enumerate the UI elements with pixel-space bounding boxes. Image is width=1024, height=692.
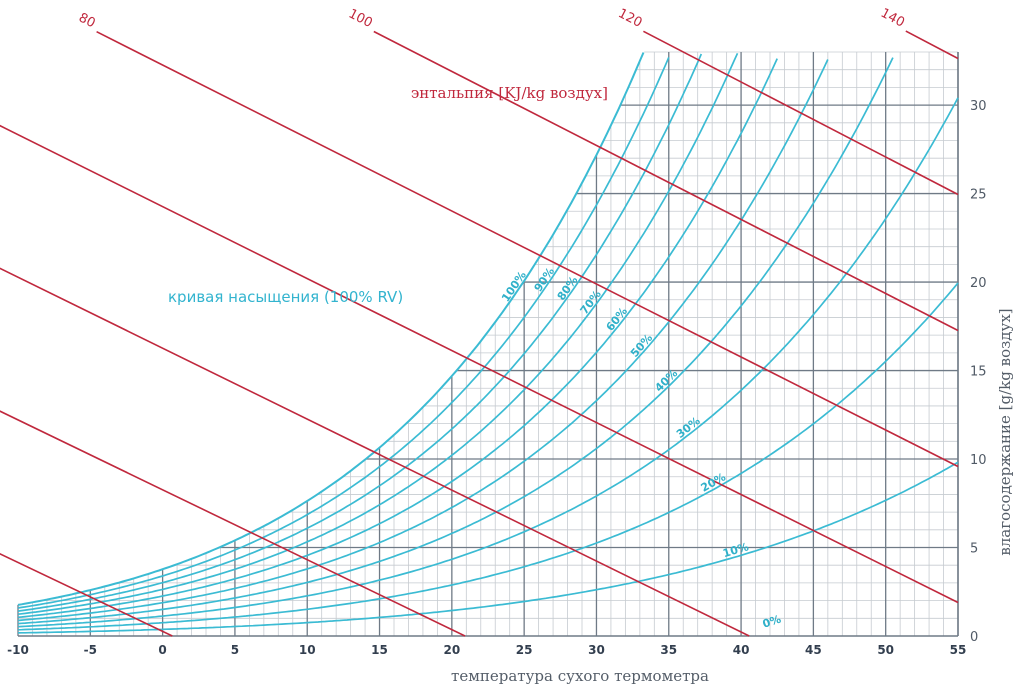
x-tick-label: 0 — [158, 643, 166, 657]
rh-label-30: 30% — [674, 414, 703, 440]
x-tick-label: 25 — [516, 643, 533, 657]
x-tick-label: -5 — [84, 643, 97, 657]
x-tick-label: 5 — [231, 643, 239, 657]
rh-curve-10 — [17, 461, 959, 634]
y-tick-label: 25 — [970, 188, 987, 203]
rh-curve-80 — [17, 53, 703, 612]
x-tick-label: 20 — [443, 643, 460, 657]
x-tick-label: 55 — [950, 643, 967, 657]
enthalpy-label-100: 100 — [346, 6, 375, 31]
x-tick-label: 50 — [877, 643, 894, 657]
enthalpy-line-120 — [643, 30, 959, 196]
enthalpy-line-80 — [96, 30, 959, 468]
rh-label-0: 0% — [761, 613, 783, 631]
grid — [17, 51, 959, 637]
enthalpy-lines — [0, 30, 959, 637]
y-tick-label: 15 — [970, 365, 987, 380]
y-tick-label: 20 — [970, 276, 987, 291]
enthalpy-line-20 — [0, 410, 466, 637]
rh-curve-50 — [17, 59, 829, 622]
enthalpy-title: энтальпия [KJ/kg воздух] — [411, 84, 608, 102]
enthalpy-line-60 — [0, 124, 959, 604]
x-tick-label: 10 — [299, 643, 316, 657]
rh-curve-60 — [17, 58, 778, 619]
enthalpy-line-100 — [373, 30, 959, 332]
enthalpy-line-40 — [0, 267, 750, 637]
y-tick-label: 5 — [970, 542, 978, 557]
enthalpy-line-140 — [905, 30, 959, 60]
rh-label-50: 50% — [628, 331, 655, 359]
rh-label-80: 80% — [555, 274, 581, 303]
labels: 100%90%80%70%60%50%40%30%20%10%0%0204060… — [7, 6, 987, 657]
saturation-curve-title: кривая насыщения (100% RV) — [168, 288, 403, 306]
x-tick-label: 45 — [805, 643, 822, 657]
x-tick-label: 40 — [733, 643, 750, 657]
rh-curve-100 — [17, 52, 645, 606]
rh-label-20: 20% — [699, 470, 728, 494]
enthalpy-label-80: 80 — [76, 10, 98, 31]
y-tick-label: 30 — [970, 99, 987, 114]
rh-curve-70 — [17, 52, 739, 616]
x-axis-label: температура сухого термометра — [451, 667, 709, 685]
rh-curves — [17, 52, 959, 634]
y-axis-label: влагосодержание [g/kg воздух] — [996, 308, 1014, 555]
rh-curve-30 — [17, 97, 959, 628]
rh-curve-40 — [17, 57, 894, 625]
enthalpy-label-120: 120 — [616, 6, 645, 31]
enthalpy-label-140: 140 — [878, 6, 907, 31]
enthalpy-line-0 — [0, 552, 173, 637]
x-tick-label: 30 — [588, 643, 605, 657]
rh-label-60: 60% — [604, 305, 631, 334]
rh-curve-20 — [17, 282, 959, 631]
y-tick-label: 0 — [970, 630, 978, 645]
y-tick-label: 10 — [970, 453, 987, 468]
x-tick-label: 15 — [371, 643, 388, 657]
x-tick-label: -10 — [7, 643, 29, 657]
x-tick-label: 35 — [660, 643, 677, 657]
